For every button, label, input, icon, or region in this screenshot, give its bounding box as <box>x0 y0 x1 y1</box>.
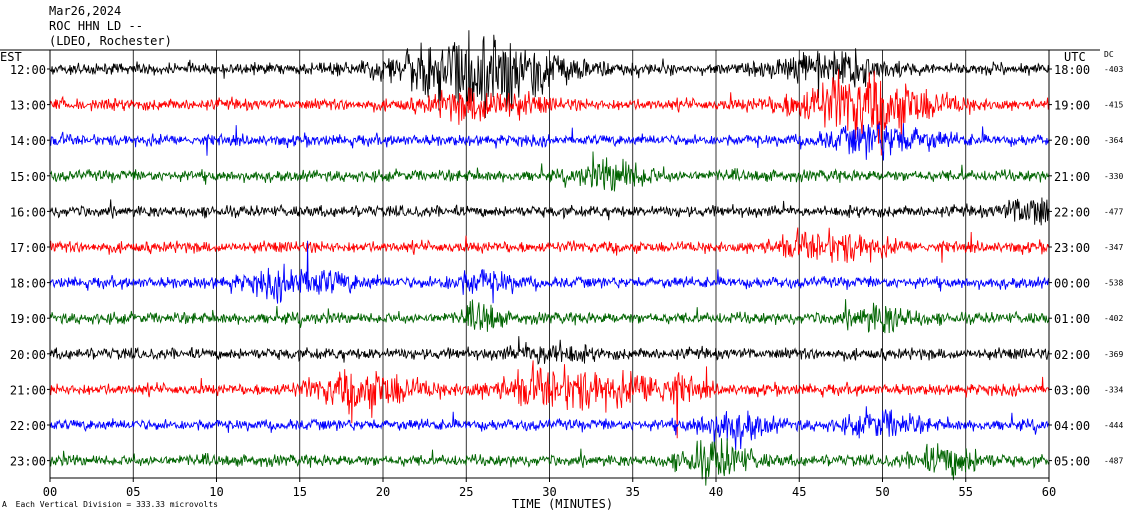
utc-hour-label: 22:00 <box>1054 205 1090 219</box>
axis-labels: 12:00 18:00 -403 13:00 19:00 -415 14:00 20:00 -3… <box>0 50 1123 511</box>
est-hour-label: 19:00 <box>10 312 46 326</box>
trace-line <box>49 151 1050 192</box>
dc-offset-label: -538 <box>1104 279 1123 288</box>
x-tick-label: 35 <box>626 485 640 499</box>
est-hour-label: 12:00 <box>10 63 46 77</box>
minute-gridlines <box>132 50 967 478</box>
x-tick-label: 20 <box>376 485 390 499</box>
header-date: Mar26,2024 <box>49 4 122 18</box>
seismic-traces <box>49 30 1050 486</box>
est-hour-label: 23:00 <box>10 455 46 469</box>
est-hour-label: 15:00 <box>10 170 46 184</box>
trace-line <box>49 360 1050 439</box>
trace-line <box>49 406 1050 451</box>
x-tick-label: 55 <box>959 485 973 499</box>
dc-offset-label: -402 <box>1104 314 1123 323</box>
trace-line <box>49 30 1050 119</box>
trace-line <box>49 438 1050 486</box>
footnote-prefix: A <box>2 500 7 509</box>
est-hour-label: 21:00 <box>10 383 46 397</box>
footnote: A Each Vertical Division = 333.33 microv… <box>2 500 218 509</box>
x-tick-label: 00 <box>43 485 57 499</box>
dc-offset-label: -347 <box>1104 243 1123 252</box>
header-location: (LDEO, Rochester) <box>49 34 172 48</box>
utc-hour-label: 05:00 <box>1054 455 1090 469</box>
x-axis-title: TIME (MINUTES) <box>512 497 613 511</box>
utc-hour-label: 18:00 <box>1054 63 1090 77</box>
dc-offset-label: -487 <box>1104 457 1123 466</box>
dc-offset-label: -403 <box>1104 65 1123 74</box>
utc-hour-label: 01:00 <box>1054 312 1090 326</box>
trace-line <box>49 336 1050 365</box>
x-tick-label: 25 <box>459 485 473 499</box>
est-hour-label: 16:00 <box>10 205 46 219</box>
dc-header-label: DC <box>1104 50 1114 59</box>
est-hour-label: 22:00 <box>10 419 46 433</box>
trace-line <box>49 197 1050 226</box>
x-tick-label: 15 <box>293 485 307 499</box>
est-hour-label: 17:00 <box>10 241 46 255</box>
x-tick-label: 60 <box>1042 485 1056 499</box>
est-hour-label: 13:00 <box>10 99 46 113</box>
right-timezone-label: UTC <box>1064 50 1086 64</box>
left-timezone-label: EST <box>0 50 22 64</box>
trace-line <box>49 299 1050 334</box>
x-tick-label: 05 <box>126 485 140 499</box>
dc-offset-label: -330 <box>1104 172 1123 181</box>
header-station: ROC HHN LD -- <box>49 19 143 33</box>
trace-line <box>49 240 1050 304</box>
x-tick-label: 40 <box>709 485 723 499</box>
utc-hour-label: 03:00 <box>1054 383 1090 397</box>
utc-hour-label: 20:00 <box>1054 134 1090 148</box>
utc-hour-label: 04:00 <box>1054 419 1090 433</box>
utc-hour-label: 02:00 <box>1054 348 1090 362</box>
dc-offset-label: -369 <box>1104 350 1123 359</box>
x-tick-label: 30 <box>542 485 556 499</box>
x-tick-label: 10 <box>209 485 223 499</box>
x-tick-label: 45 <box>792 485 806 499</box>
dc-offset-label: -364 <box>1104 136 1123 145</box>
utc-hour-label: 23:00 <box>1054 241 1090 255</box>
est-hour-label: 14:00 <box>10 134 46 148</box>
dc-offset-label: -334 <box>1104 385 1123 394</box>
utc-hour-label: 21:00 <box>1054 170 1090 184</box>
est-hour-label: 20:00 <box>10 348 46 362</box>
dc-offset-label: -477 <box>1104 207 1123 216</box>
x-tick-label: 50 <box>875 485 889 499</box>
trace-line <box>49 122 1050 161</box>
plot-frame <box>0 49 1100 482</box>
dc-offset-label: -444 <box>1104 421 1123 430</box>
est-hour-label: 18:00 <box>10 277 46 291</box>
utc-hour-label: 19:00 <box>1054 99 1090 113</box>
dc-offset-label: -415 <box>1104 101 1123 110</box>
utc-hour-label: 00:00 <box>1054 277 1090 291</box>
trace-line <box>49 69 1050 156</box>
footnote-text: Each Vertical Division = 333.33 microvol… <box>15 500 218 509</box>
trace-line <box>49 227 1050 263</box>
